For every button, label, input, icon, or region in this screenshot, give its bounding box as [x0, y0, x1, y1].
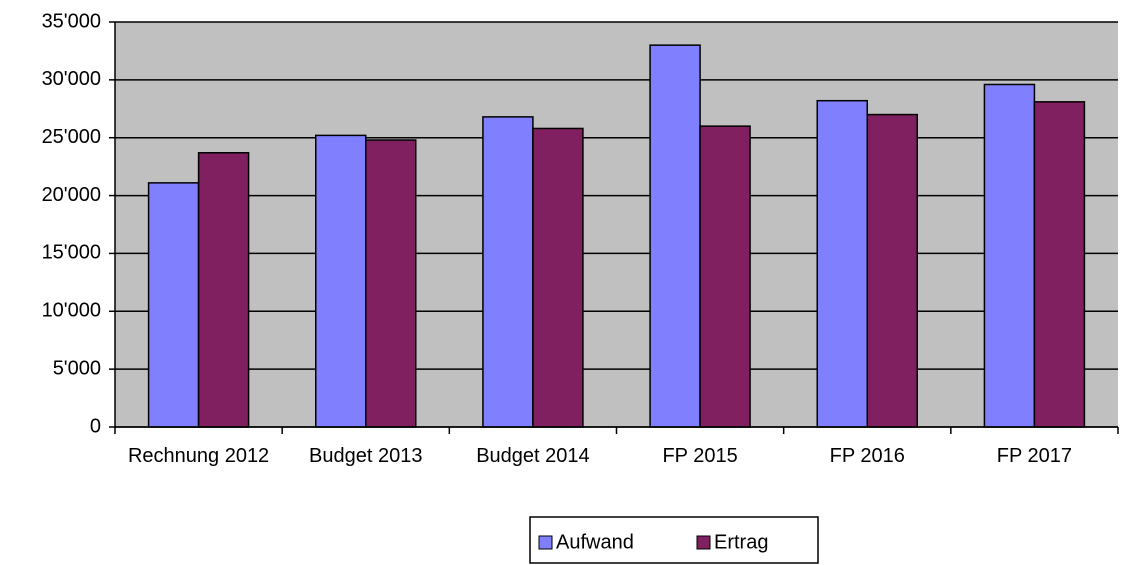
- bar: [866, 113, 918, 428]
- y-tick-label: 15'000: [42, 242, 101, 264]
- y-tick-label: 0: [90, 415, 101, 437]
- x-tick-label: FP 2015: [662, 445, 738, 467]
- bar: [1033, 101, 1086, 428]
- y-tick-label: 30'000: [42, 68, 101, 90]
- bar: [816, 99, 868, 428]
- x-tick-label: Budget 2013: [309, 445, 423, 467]
- x-tick-label: Budget 2014: [476, 445, 590, 467]
- legend-swatch: [696, 535, 711, 550]
- y-tick-label: 25'000: [42, 126, 101, 148]
- bar: [699, 125, 751, 428]
- bar: [649, 44, 701, 428]
- legend-label: Ertrag: [714, 531, 768, 553]
- bar: [315, 134, 367, 428]
- x-tick-label: FP 2016: [829, 445, 905, 467]
- y-tick-label: 10'000: [42, 300, 101, 322]
- bar: [482, 116, 534, 428]
- bar: [983, 83, 1036, 428]
- legend-box: [529, 516, 819, 564]
- bar: [147, 182, 200, 428]
- legend-label: Aufwand: [556, 531, 634, 553]
- y-tick-label: 20'000: [42, 184, 101, 206]
- bar: [532, 127, 584, 428]
- plot-area: [115, 22, 1118, 427]
- x-tick-label: FP 2017: [996, 445, 1073, 467]
- bar: [197, 152, 250, 428]
- bar: [365, 139, 417, 428]
- legend-swatch: [538, 535, 553, 550]
- y-tick-label: 5'000: [53, 357, 101, 379]
- y-tick-label: 35'000: [42, 10, 101, 32]
- x-tick-label: Rechnung 2012: [127, 445, 270, 467]
